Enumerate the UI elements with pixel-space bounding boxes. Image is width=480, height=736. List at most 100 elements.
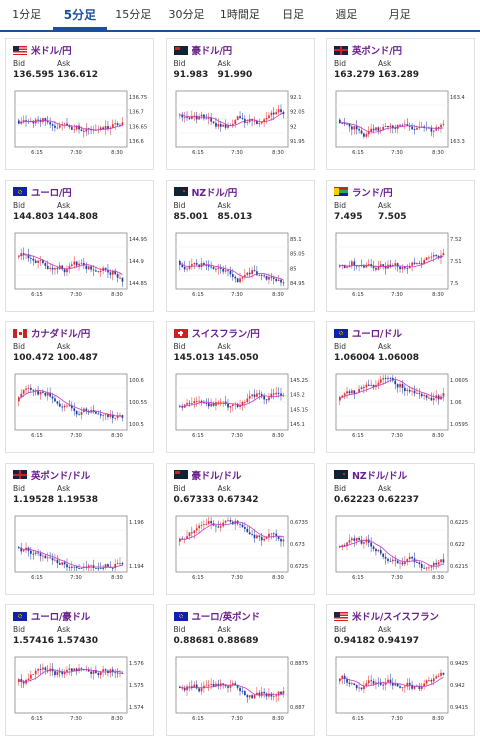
candle-body <box>389 679 392 683</box>
bid-value: 0.62223 <box>334 494 375 505</box>
rate-card[interactable]: 米ドル/スイスフラン Bid Ask 0.94182 0.94197 0.9425 0.94… <box>326 604 475 736</box>
candle-body <box>207 684 210 686</box>
candlestick-chart[interactable]: 0.9425 0.942 0.9415 6:15 7:30 8:30 <box>334 653 472 725</box>
pair-name[interactable]: ユーロ/ドル <box>352 329 402 340</box>
candle-body <box>61 264 64 269</box>
rate-card[interactable]: ユーロ/英ポンド Bid Ask 0.88681 0.88689 0.8875 0.887 6… <box>165 604 315 736</box>
candlestick-chart[interactable]: 1.0605 1.06 1.0595 6:15 7:30 8:30 <box>334 370 472 442</box>
candle-body <box>420 393 423 397</box>
rate-card[interactable]: ユーロ/豪ドル Bid Ask 1.57416 1.57430 1.576 1.575 1.5… <box>5 604 154 736</box>
tab-7[interactable]: 月足 <box>388 8 411 21</box>
tab-2[interactable]: 15分足 <box>115 8 152 21</box>
candle-body <box>30 674 32 679</box>
ask-value: 0.67342 <box>217 494 259 505</box>
pair-name[interactable]: 豪ドル/円 <box>191 46 233 57</box>
tab-4[interactable]: 1時間足 <box>219 8 260 21</box>
tab-5[interactable]: 日足 <box>282 8 305 21</box>
candle-body <box>406 682 409 687</box>
candlestick-chart[interactable]: 0.6225 0.622 0.6215 6:15 7:30 8:30 <box>334 512 472 584</box>
pair-name[interactable]: ユーロ/英ポンド <box>191 612 261 623</box>
candle-body <box>411 556 413 558</box>
pair-name[interactable]: ユーロ/円 <box>31 187 72 199</box>
tab-6[interactable]: 週足 <box>335 8 358 21</box>
rate-card[interactable]: 米ドル/円 Bid Ask 136.595 136.612 136.75 136.7 136.… <box>5 38 154 170</box>
rate-card[interactable]: ランド/円 Bid Ask 7.495 7.505 7.52 7.51 7.5 6:15 7:30… <box>326 179 475 312</box>
candle-body <box>39 552 42 556</box>
candle-body <box>241 524 243 527</box>
candle-body <box>90 129 92 131</box>
candle-body <box>27 678 30 680</box>
candlestick-chart[interactable]: 1.196 1.194 6:15 7:30 8:30 <box>13 512 151 584</box>
candle-body <box>423 259 426 264</box>
candlestick-chart[interactable]: 7.52 7.51 7.5 6:15 7:30 8:30 <box>334 229 472 301</box>
candle-body <box>114 417 117 419</box>
candlestick-chart[interactable]: 0.8875 0.887 6:15 7:30 8:30 <box>174 653 312 725</box>
candle-body <box>394 128 397 130</box>
candle-body <box>92 670 95 674</box>
tab-3[interactable]: 30分足 <box>168 8 205 21</box>
y-tick-label: 0.673 <box>290 542 305 548</box>
candle-body <box>207 117 210 119</box>
ask-label: Ask <box>57 200 71 210</box>
candlestick-chart[interactable]: 0.6735 0.673 0.6725 6:15 7:30 8:30 <box>174 512 312 584</box>
rate-card[interactable]: スイスフラン/円 Bid Ask 145.013 145.050 145.25 145.2 1… <box>165 321 315 453</box>
candlestick-chart[interactable]: 144.95 144.9 144.85 6:15 7:30 8:30 <box>13 229 151 301</box>
pair-name[interactable]: スイスフラン/円 <box>191 329 260 340</box>
pair-name[interactable]: NZドル/円 <box>191 187 238 199</box>
candle-body <box>90 410 92 413</box>
candle-body <box>97 673 100 675</box>
y-tick-label: 144.85 <box>129 281 147 287</box>
pair-name[interactable]: 米ドル/スイスフラン <box>352 612 439 623</box>
y-tick-label: 145.2 <box>290 393 305 399</box>
rate-card[interactable]: 英ポンド/円 Bid Ask 163.279 163.289 163.4 163.3 6:15… <box>326 38 475 170</box>
rate-card[interactable]: NZドル/円 Bid Ask 85.001 85.013 85.1 85.05 85 84.95… <box>165 179 315 312</box>
rate-card[interactable]: ユーロ/ドル Bid Ask 1.06004 1.06008 1.0605 1.06 1.05… <box>326 321 475 453</box>
candle-body <box>58 562 61 565</box>
rate-card[interactable]: カナダドル/円 Bid Ask 100.472 100.487 100.6 100.55 10… <box>5 321 154 453</box>
us-flag-icon <box>334 611 348 621</box>
pair-name[interactable]: 豪ドル/ドル <box>191 470 242 482</box>
rate-card[interactable]: 豪ドル/円 Bid Ask 91.983 91.990 92.1 92.05 92 91.95 6… <box>165 38 315 170</box>
candle-body <box>253 269 255 271</box>
candle-body <box>188 531 190 536</box>
candle-body <box>219 525 222 528</box>
pair-name[interactable]: カナダドル/円 <box>31 329 91 340</box>
candle-body <box>71 127 73 130</box>
candle-body <box>219 402 222 403</box>
tab-0[interactable]: 1分足 <box>12 8 42 21</box>
candle-body <box>107 269 109 272</box>
candlestick-chart[interactable]: 1.576 1.575 1.574 6:15 7:30 8:30 <box>13 653 151 725</box>
pair-name[interactable]: NZドル/ドル <box>352 470 407 482</box>
bid-label: Bid <box>13 625 25 634</box>
candle-body <box>260 691 263 695</box>
pair-name[interactable]: ユーロ/豪ドル <box>31 612 91 623</box>
ask-label: Ask <box>378 483 392 493</box>
candlestick-chart[interactable]: 136.75 136.7 136.65 136.6 6:15 7:30 8:30 <box>13 87 151 159</box>
candlestick-chart[interactable]: 100.6 100.55 100.5 6:15 7:30 8:30 <box>13 370 151 442</box>
tab-1[interactable]: 5分足 <box>53 0 107 30</box>
candle-body <box>411 684 413 689</box>
rate-card[interactable]: ユーロ/円 Bid Ask 144.803 144.808 144.95 144.9 144.… <box>5 179 154 312</box>
pair-name[interactable]: 英ポンド/円 <box>352 46 402 57</box>
pair-name[interactable]: ランド/円 <box>352 187 393 199</box>
candle-body <box>75 668 78 672</box>
candlestick-chart[interactable]: 163.4 163.3 6:15 7:30 8:30 <box>334 87 472 159</box>
candle-body <box>85 408 88 411</box>
rate-card[interactable]: 英ポンド/ドル Bid Ask 1.19528 1.19538 1.196 1.194 6:1… <box>5 462 154 595</box>
candlestick-chart[interactable]: 145.25 145.2 145.15 145.1 6:15 7:30 8:30 <box>174 370 312 442</box>
candle-body <box>87 564 90 568</box>
candlestick-chart[interactable]: 92.1 92.05 92 91.95 6:15 7:30 8:30 <box>174 87 312 159</box>
rate-card[interactable]: NZドル/ドル Bid Ask 0.62223 0.62237 0.6225 0.622 0.… <box>326 462 475 595</box>
candle-body <box>265 117 267 120</box>
x-tick-label: 6:15 <box>31 433 43 439</box>
candle-body <box>46 392 49 396</box>
pair-name[interactable]: 米ドル/円 <box>31 46 72 57</box>
candle-body <box>75 410 78 415</box>
pair-name[interactable]: 英ポンド/ドル <box>31 470 91 482</box>
candle-body <box>270 112 272 116</box>
rate-card[interactable]: 豪ドル/ドル Bid Ask 0.67333 0.67342 0.6735 0.673 0.6… <box>165 462 315 595</box>
candlestick-chart[interactable]: 85.1 85.05 85 84.95 6:15 7:30 8:30 <box>174 229 312 301</box>
candle-body <box>42 118 44 122</box>
candle-body <box>375 127 377 131</box>
candle-body <box>37 260 39 263</box>
